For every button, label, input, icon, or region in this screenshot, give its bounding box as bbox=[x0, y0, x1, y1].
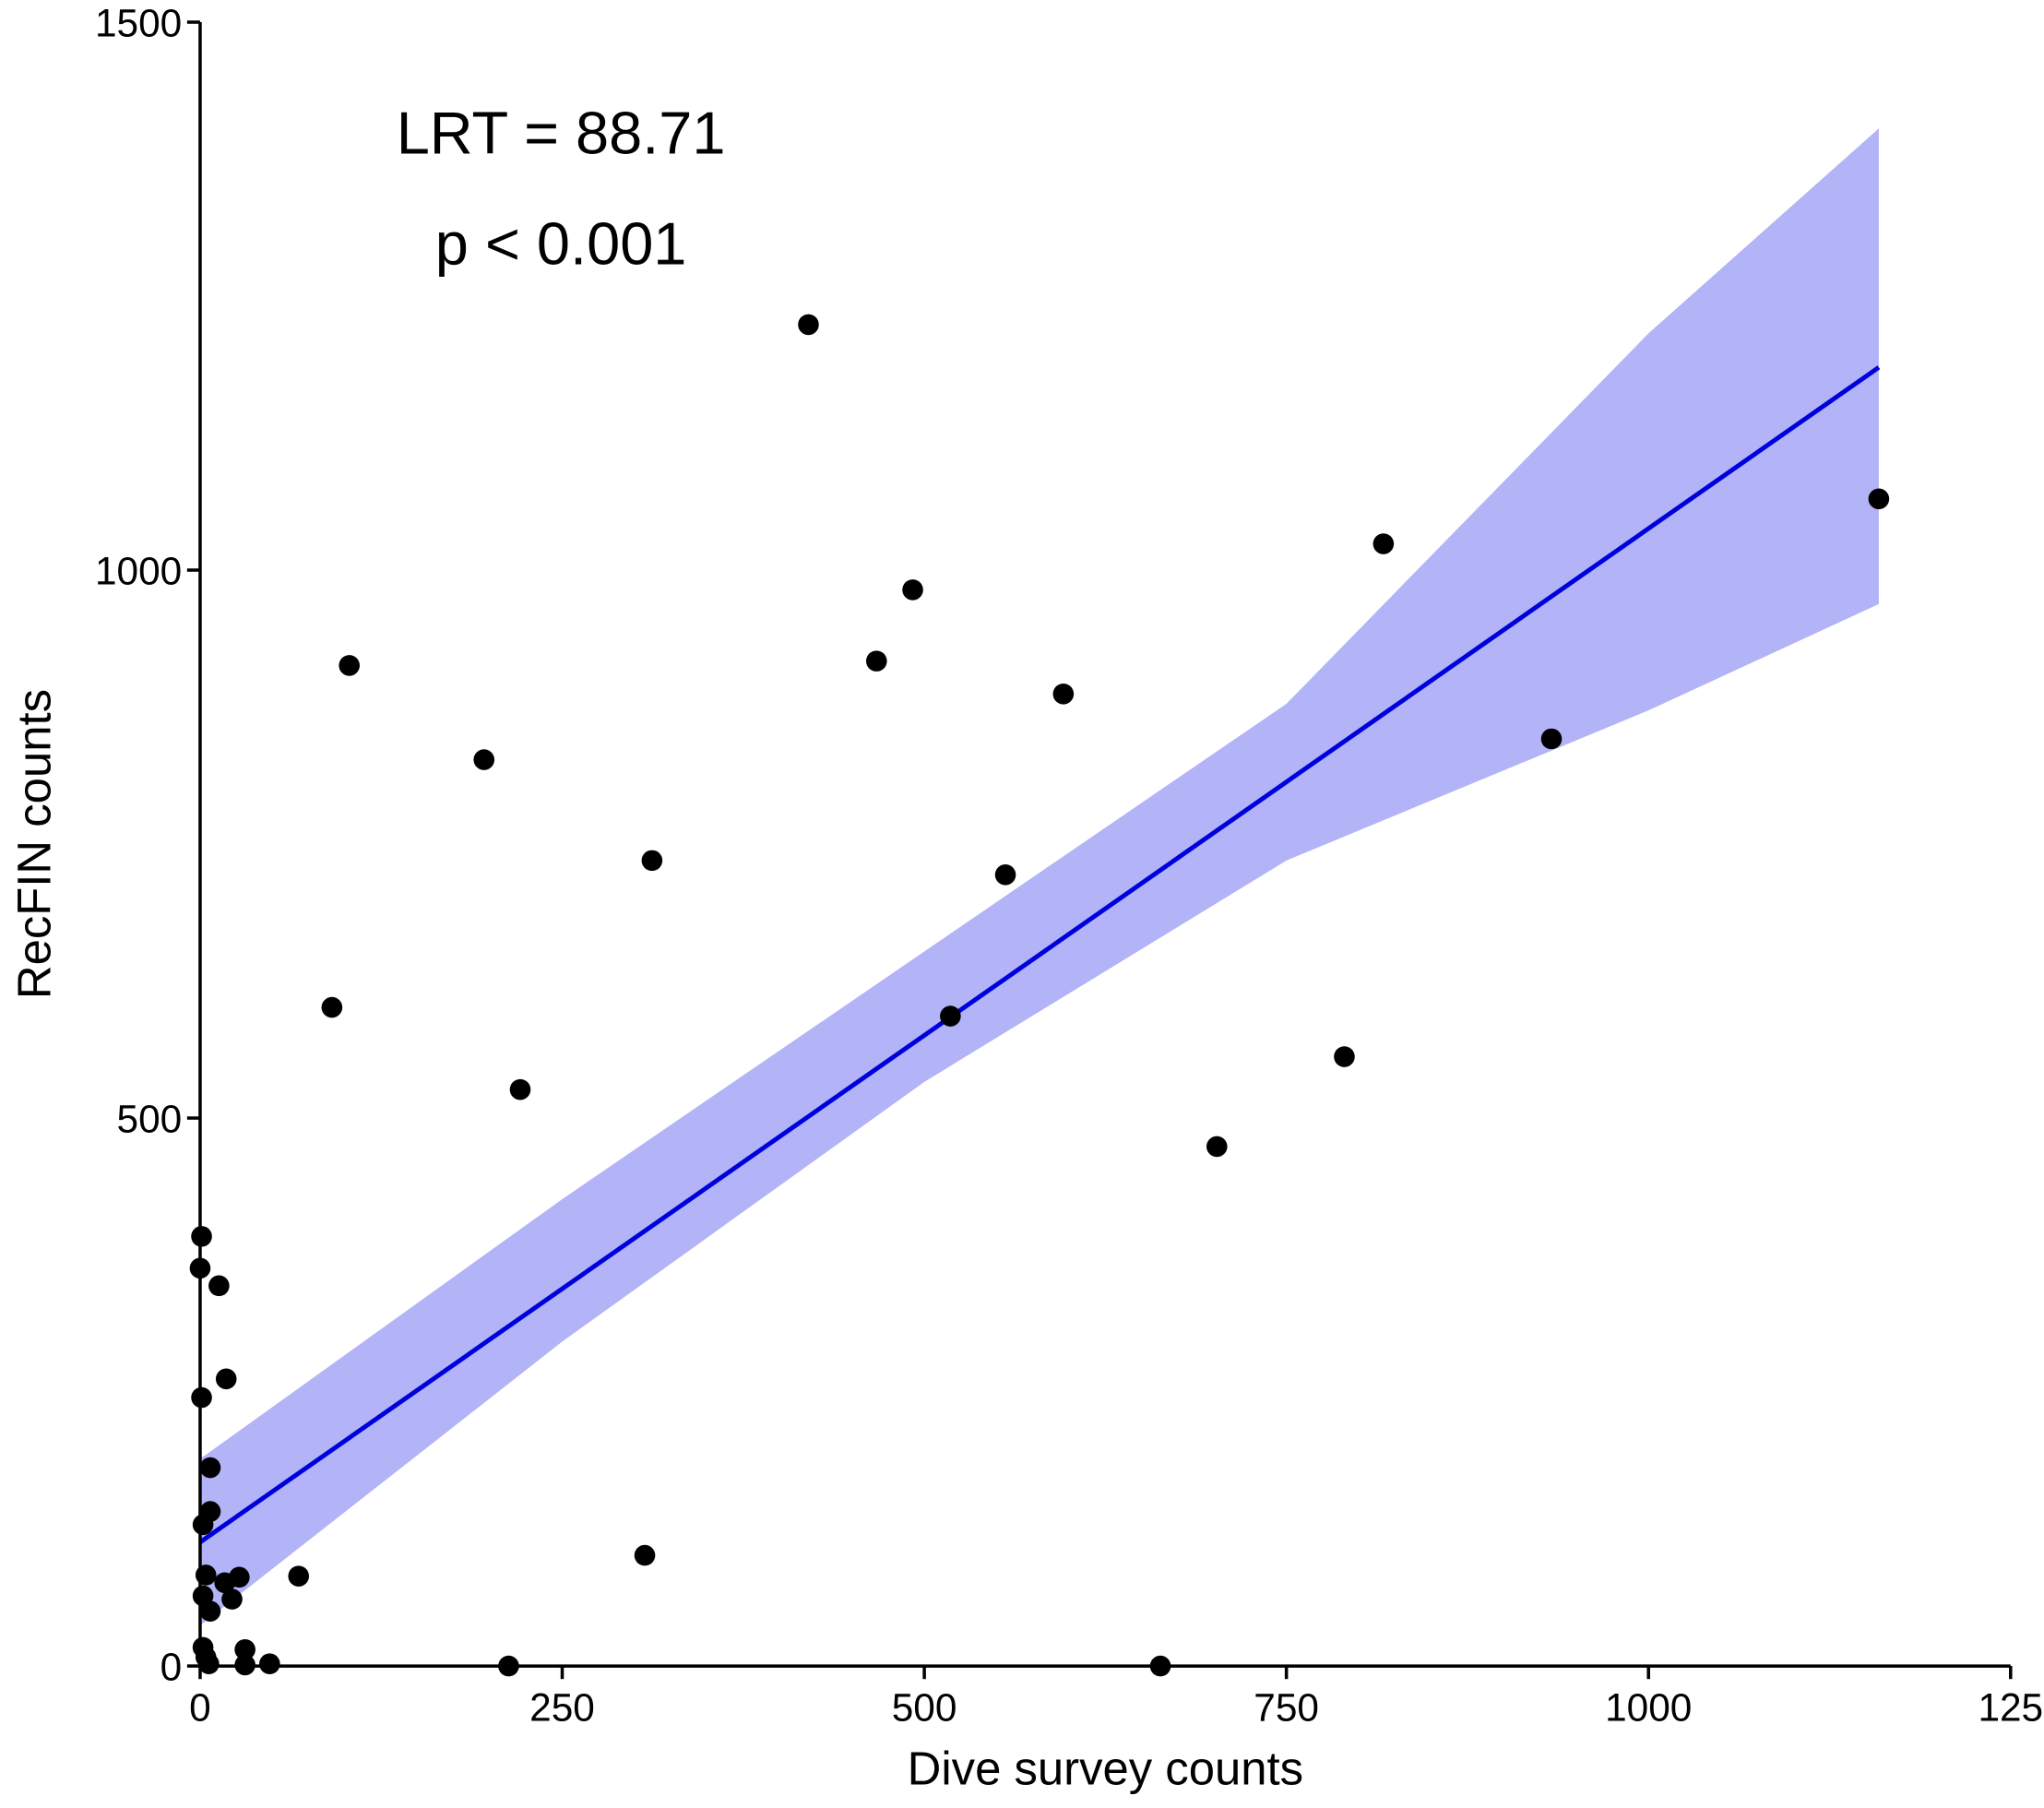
point bbox=[339, 655, 360, 676]
point bbox=[1334, 1046, 1355, 1067]
confidence-band bbox=[199, 128, 1879, 1626]
x-tick-label: 500 bbox=[892, 1685, 957, 1729]
fit-line bbox=[198, 365, 1881, 1544]
point bbox=[191, 1386, 212, 1409]
y-tick-label: 0 bbox=[160, 1646, 183, 1689]
point bbox=[189, 1257, 211, 1279]
x-tick-label: 125 bbox=[1978, 1685, 2043, 1729]
x-axis-label: Dive survey counts bbox=[908, 1743, 1303, 1795]
point bbox=[192, 1514, 214, 1536]
y-tick-label: 500 bbox=[117, 1098, 183, 1141]
point bbox=[798, 314, 819, 336]
point bbox=[1373, 533, 1395, 554]
point bbox=[191, 1226, 212, 1247]
point bbox=[259, 1653, 280, 1675]
point bbox=[994, 864, 1016, 886]
point bbox=[641, 850, 663, 872]
point bbox=[321, 996, 343, 1018]
point bbox=[1149, 1655, 1171, 1677]
point bbox=[1052, 683, 1075, 705]
annotation: LRT = 88.71 bbox=[397, 100, 726, 167]
point bbox=[215, 1368, 237, 1390]
x-tick-label: 750 bbox=[1254, 1685, 1319, 1729]
point bbox=[199, 1457, 221, 1479]
point bbox=[198, 1653, 220, 1675]
point bbox=[192, 1585, 214, 1607]
point bbox=[288, 1565, 310, 1587]
x-tick-label: 0 bbox=[189, 1685, 211, 1729]
point bbox=[214, 1572, 235, 1594]
point bbox=[865, 650, 887, 672]
point bbox=[1206, 1136, 1228, 1158]
point bbox=[1868, 488, 1890, 510]
y-tick-label: 1000 bbox=[95, 550, 182, 593]
point bbox=[195, 1564, 217, 1586]
point bbox=[234, 1654, 256, 1676]
point bbox=[208, 1275, 230, 1297]
point bbox=[634, 1544, 656, 1566]
point bbox=[940, 1005, 961, 1027]
point bbox=[498, 1655, 519, 1677]
point bbox=[902, 579, 923, 601]
point bbox=[1540, 728, 1563, 750]
y-axis-label: RecFIN counts bbox=[8, 689, 61, 999]
y-tick-label: 1500 bbox=[95, 2, 182, 45]
x-tick-label: 250 bbox=[529, 1685, 595, 1729]
point bbox=[509, 1078, 531, 1100]
point bbox=[221, 1588, 243, 1610]
x-tick-label: 1000 bbox=[1605, 1685, 1692, 1729]
point bbox=[234, 1638, 256, 1660]
point bbox=[473, 749, 495, 770]
annotation: p < 0.001 bbox=[435, 210, 687, 278]
